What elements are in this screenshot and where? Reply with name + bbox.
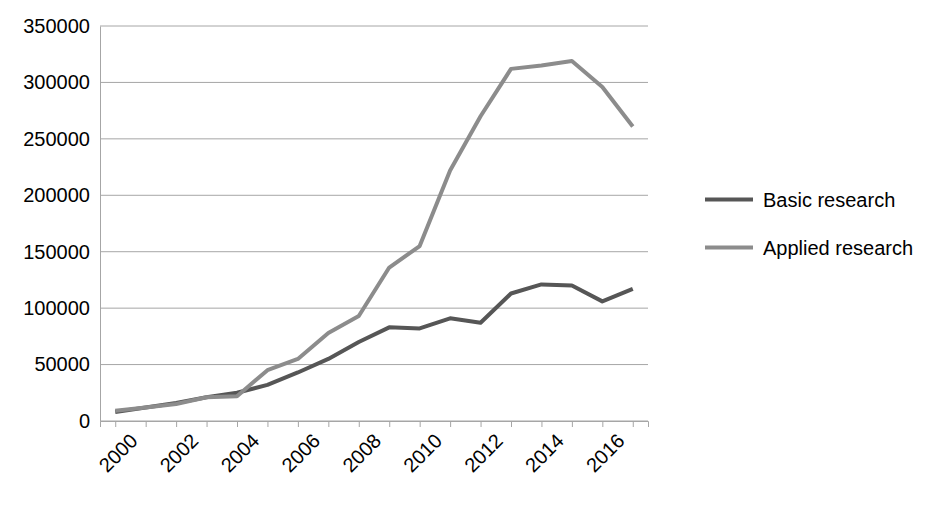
series-line	[115, 284, 633, 412]
x-tick	[450, 421, 451, 427]
x-tick	[328, 421, 329, 427]
y-tick: 50000	[34, 353, 100, 375]
x-tick-mark	[359, 421, 360, 427]
plot: 0 50000 100000 150000 200000 250000 300000 3500…	[23, 15, 648, 477]
legend-swatch	[705, 198, 753, 202]
y-tick: 200000	[23, 184, 100, 206]
legend-label: Basic research	[763, 189, 895, 211]
x-tick-mark	[146, 421, 147, 427]
x-tick	[267, 421, 268, 427]
y-tick-label: 150000	[23, 241, 90, 263]
x-tick-label: 2008	[338, 429, 385, 476]
y-axis-line	[100, 27, 101, 422]
x-tick: 2012	[460, 421, 507, 476]
y-tick-label: 200000	[23, 184, 90, 206]
x-tick: 2004	[216, 421, 263, 476]
grid	[100, 26, 648, 421]
y-tick-label: 0	[79, 410, 90, 432]
x-tick	[572, 421, 573, 427]
x-tick-label: 2014	[521, 429, 568, 476]
x-tick: 2006	[277, 421, 324, 476]
y-tick: 150000	[23, 241, 100, 263]
y-tick: 350000	[23, 15, 100, 37]
grid-line	[100, 308, 648, 309]
x-tick-label: 2004	[216, 429, 263, 476]
grid-line	[100, 251, 648, 252]
x-tick	[511, 421, 512, 427]
x-tick: 2016	[582, 421, 629, 476]
x-tick-mark	[237, 421, 238, 427]
y-tick-label: 50000	[34, 353, 90, 375]
x-tick-mark	[389, 421, 390, 427]
grid-line	[100, 195, 648, 196]
grid-line	[100, 26, 648, 27]
grid-line	[100, 82, 648, 83]
grid-line	[100, 364, 648, 365]
x-tick: 2008	[338, 421, 385, 476]
x-tick	[207, 421, 208, 427]
y-tick-label: 350000	[23, 15, 90, 37]
x-axis: 2000 2002 2004 2006 2008 2010 2012 2014 2016	[95, 421, 649, 476]
y-tick: 100000	[23, 297, 100, 319]
x-tick-label: 2002	[156, 429, 203, 476]
x-tick-mark	[572, 421, 573, 427]
y-tick-label: 300000	[23, 71, 90, 93]
grid-line	[100, 138, 648, 139]
legend-label: Applied research	[763, 237, 913, 259]
x-tick	[389, 421, 390, 427]
x-tick-mark	[481, 421, 482, 427]
y-tick: 0	[79, 410, 100, 432]
x-tick-label: 2000	[95, 429, 142, 476]
x-tick-label: 2016	[582, 429, 629, 476]
series-line	[115, 61, 633, 411]
x-tick: 2014	[521, 421, 568, 476]
y-tick: 250000	[23, 128, 100, 150]
x-tick: 2010	[399, 421, 446, 476]
x-tick-mark	[115, 421, 116, 427]
x-tick-mark	[511, 421, 512, 427]
x-tick-mark	[267, 421, 268, 427]
x-tick-mark	[298, 421, 299, 427]
x-tick-mark	[602, 421, 603, 427]
x-tick-mark	[207, 421, 208, 427]
x-tick: 2002	[156, 421, 203, 476]
x-tick	[633, 421, 634, 427]
x-tick-mark	[450, 421, 451, 427]
legend: Basic research Applied research	[705, 189, 913, 259]
x-tick-mark	[541, 421, 542, 427]
chart: 0 50000 100000 150000 200000 250000 300000 3500…	[0, 0, 949, 520]
x-tick	[146, 421, 147, 427]
x-tick-mark	[420, 421, 421, 427]
x-tick-mark	[328, 421, 329, 427]
x-tick-mark	[176, 421, 177, 427]
legend-swatch	[705, 246, 753, 250]
series-group	[115, 61, 633, 412]
x-tick-label: 2012	[460, 429, 507, 476]
x-tick-mark	[633, 421, 634, 427]
x-tick-label: 2006	[277, 429, 324, 476]
x-tick-label: 2010	[399, 429, 446, 476]
y-tick-label: 250000	[23, 128, 90, 150]
x-tick: 2000	[95, 421, 142, 476]
y-tick: 300000	[23, 71, 100, 93]
y-tick-label: 100000	[23, 297, 90, 319]
y-axis: 0 50000 100000 150000 200000 250000 300000 3500…	[23, 15, 100, 432]
x-axis-line	[101, 422, 649, 428]
